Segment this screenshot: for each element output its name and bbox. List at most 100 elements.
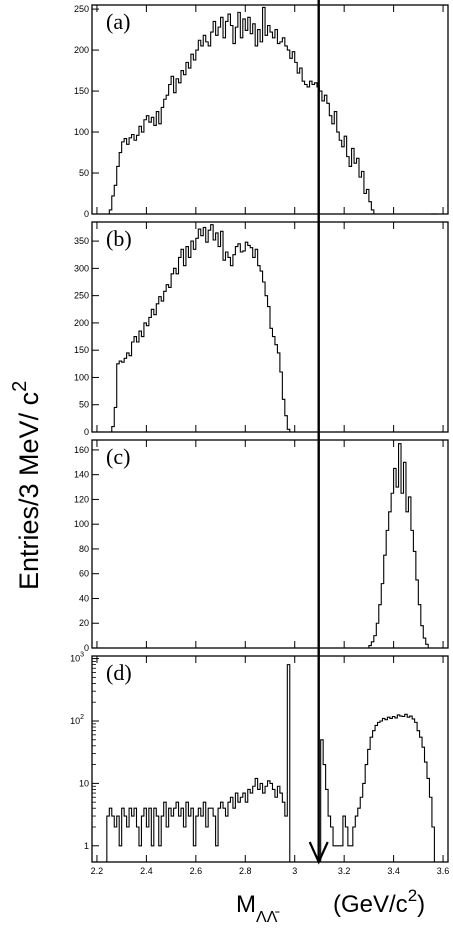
histogram-bin	[340, 846, 342, 862]
histogram-bin	[188, 68, 190, 214]
histogram-bin	[154, 315, 156, 432]
histogram-bin	[127, 827, 129, 862]
histogram-bin	[188, 257, 190, 432]
histogram-bin	[176, 274, 178, 432]
histogram-bin	[263, 793, 265, 862]
histogram-bin	[198, 40, 200, 214]
panel-label: (c)	[106, 444, 130, 469]
histogram-bin	[369, 646, 371, 648]
y-tick-label: 100	[74, 519, 89, 529]
histogram-bin	[275, 797, 277, 862]
histogram-bin	[181, 249, 183, 432]
histogram-bin	[250, 248, 252, 432]
histogram-bin	[272, 337, 274, 432]
histogram-bin	[161, 301, 163, 432]
panel-label: (a)	[106, 9, 130, 34]
histogram-bin	[396, 487, 398, 648]
histogram-bin	[285, 816, 287, 862]
panel-frame	[91, 439, 449, 649]
histogram-bin	[379, 605, 381, 648]
histogram-bin	[412, 719, 414, 862]
histogram-bin	[336, 846, 338, 862]
histogram-bin	[315, 83, 317, 214]
histogram-bin	[361, 171, 363, 214]
histogram-bin	[389, 512, 391, 648]
histogram-bin	[159, 846, 161, 862]
histogram-bin	[154, 808, 156, 862]
histogram-bin	[410, 716, 412, 862]
histogram-bin	[117, 816, 119, 862]
histogram-bin	[421, 626, 423, 648]
histogram-bin	[221, 802, 223, 862]
histogram-bin	[233, 255, 235, 432]
histogram-bin	[413, 551, 415, 648]
y-tick-label: 100	[74, 372, 89, 382]
histogram-bin	[255, 249, 257, 432]
histogram-bin	[292, 52, 294, 214]
histogram-bin	[334, 112, 336, 214]
histogram-bin	[423, 638, 425, 648]
histogram-bin	[427, 778, 429, 862]
y-tick-label: 20	[79, 618, 89, 628]
histogram-bin	[122, 808, 124, 862]
histogram-bin	[352, 148, 354, 214]
histogram-bin	[417, 731, 419, 862]
histogram-bin	[243, 251, 245, 432]
histogram-bin	[169, 808, 171, 862]
y-tick-label: 10	[79, 778, 89, 788]
histogram-bin	[282, 802, 284, 862]
histogram-bin	[161, 107, 163, 214]
histogram-bin	[226, 21, 228, 214]
histogram-bin	[201, 46, 203, 214]
histogram-bin	[397, 715, 399, 862]
histogram-bin	[385, 720, 387, 862]
histogram-bin	[132, 816, 134, 862]
histogram-bin	[240, 252, 242, 432]
histogram-bin	[208, 808, 210, 862]
histogram-bin	[223, 808, 225, 862]
histogram-bin	[141, 337, 143, 432]
histogram-bin	[139, 846, 141, 862]
histogram-bin	[258, 266, 260, 432]
histogram-bin	[179, 257, 181, 432]
histogram-bin	[228, 257, 230, 432]
histogram-bin	[183, 266, 185, 432]
histogram-bin	[373, 731, 375, 862]
histogram-bin	[270, 783, 272, 862]
histogram-bin	[258, 30, 260, 214]
histogram-bin	[369, 202, 371, 214]
histogram-bin	[275, 345, 277, 432]
histogram-bin	[144, 323, 146, 432]
histogram-bin	[141, 132, 143, 214]
histogram-bin	[359, 177, 361, 214]
y-tick-label: 120	[74, 494, 89, 504]
histogram-series	[368, 443, 431, 649]
x-tick-label: 3.4	[387, 866, 400, 876]
histogram-bin	[263, 7, 265, 214]
histogram-bin	[208, 46, 210, 214]
panel-frame	[91, 4, 449, 215]
histogram-bin	[287, 665, 289, 862]
histogram-bin	[305, 85, 307, 214]
histogram-bin	[193, 249, 195, 432]
histogram-bin	[176, 802, 178, 862]
histogram-bin	[203, 802, 205, 862]
histogram-bin	[129, 808, 131, 862]
histogram-bin	[114, 827, 116, 862]
histogram-bin	[345, 827, 347, 862]
histogram-bin	[230, 266, 232, 432]
histogram-bin	[243, 19, 245, 214]
histogram-bin	[206, 242, 208, 432]
histogram-bin	[124, 139, 126, 214]
histogram-bin	[248, 789, 250, 862]
histogram-bin	[277, 353, 279, 432]
panel-c: 0 20 40 60 80 100 120 140 160 (c)	[74, 439, 449, 653]
x-axis-unit: (GeV/c2)	[333, 886, 425, 918]
histogram-bin	[395, 718, 397, 862]
y-axis-label: Entries/3 MeV/ c2	[9, 381, 44, 590]
histogram-bin	[401, 493, 403, 648]
histogram-bin	[280, 372, 282, 432]
histogram-bin	[193, 60, 195, 214]
histogram-bin	[164, 291, 166, 432]
histogram-bin	[233, 44, 235, 214]
